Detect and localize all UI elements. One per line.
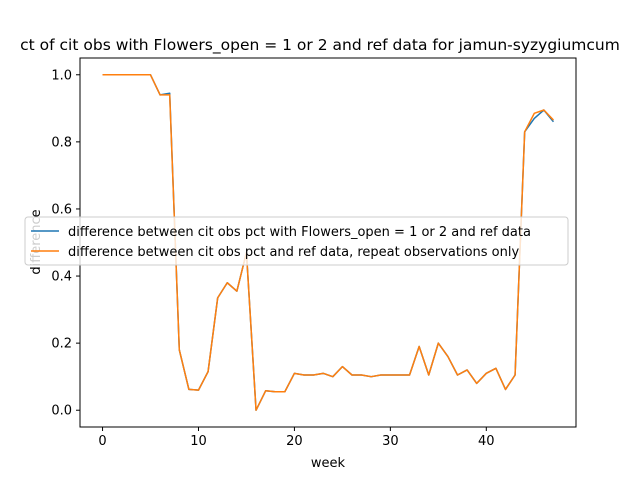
- legend: difference between cit obs pct with Flow…: [24, 216, 569, 266]
- y-tick-label: 1.0: [51, 68, 72, 83]
- x-tick-label: 10: [190, 434, 207, 449]
- y-tick-label: 0.4: [51, 270, 72, 285]
- y-axis-ticks: 0.0 0.2 0.4 0.6 0.8 1.0: [51, 68, 80, 419]
- x-tick-label: 30: [382, 434, 399, 449]
- x-axis-label: week: [311, 456, 346, 471]
- legend-label-series-1: difference between cit obs pct with Flow…: [68, 225, 531, 240]
- x-tick-label: 40: [478, 434, 495, 449]
- legend-label-series-2: difference between cit obs pct and ref d…: [68, 245, 519, 260]
- y-tick-label: 0.6: [51, 202, 72, 217]
- series-layer: [102, 74, 555, 411]
- legend-box: [24, 216, 569, 266]
- x-tick-label: 0: [98, 434, 106, 449]
- y-tick-label: 0.8: [51, 135, 72, 150]
- x-axis-ticks: 0 10 20 30 40: [98, 427, 495, 449]
- y-tick-label: 0.0: [51, 404, 72, 419]
- x-tick-label: 20: [286, 434, 303, 449]
- series-line-2: [102, 74, 554, 411]
- chart-title: ct of cit obs with Flowers_open = 1 or 2…: [20, 36, 620, 55]
- y-tick-label: 0.2: [51, 337, 72, 352]
